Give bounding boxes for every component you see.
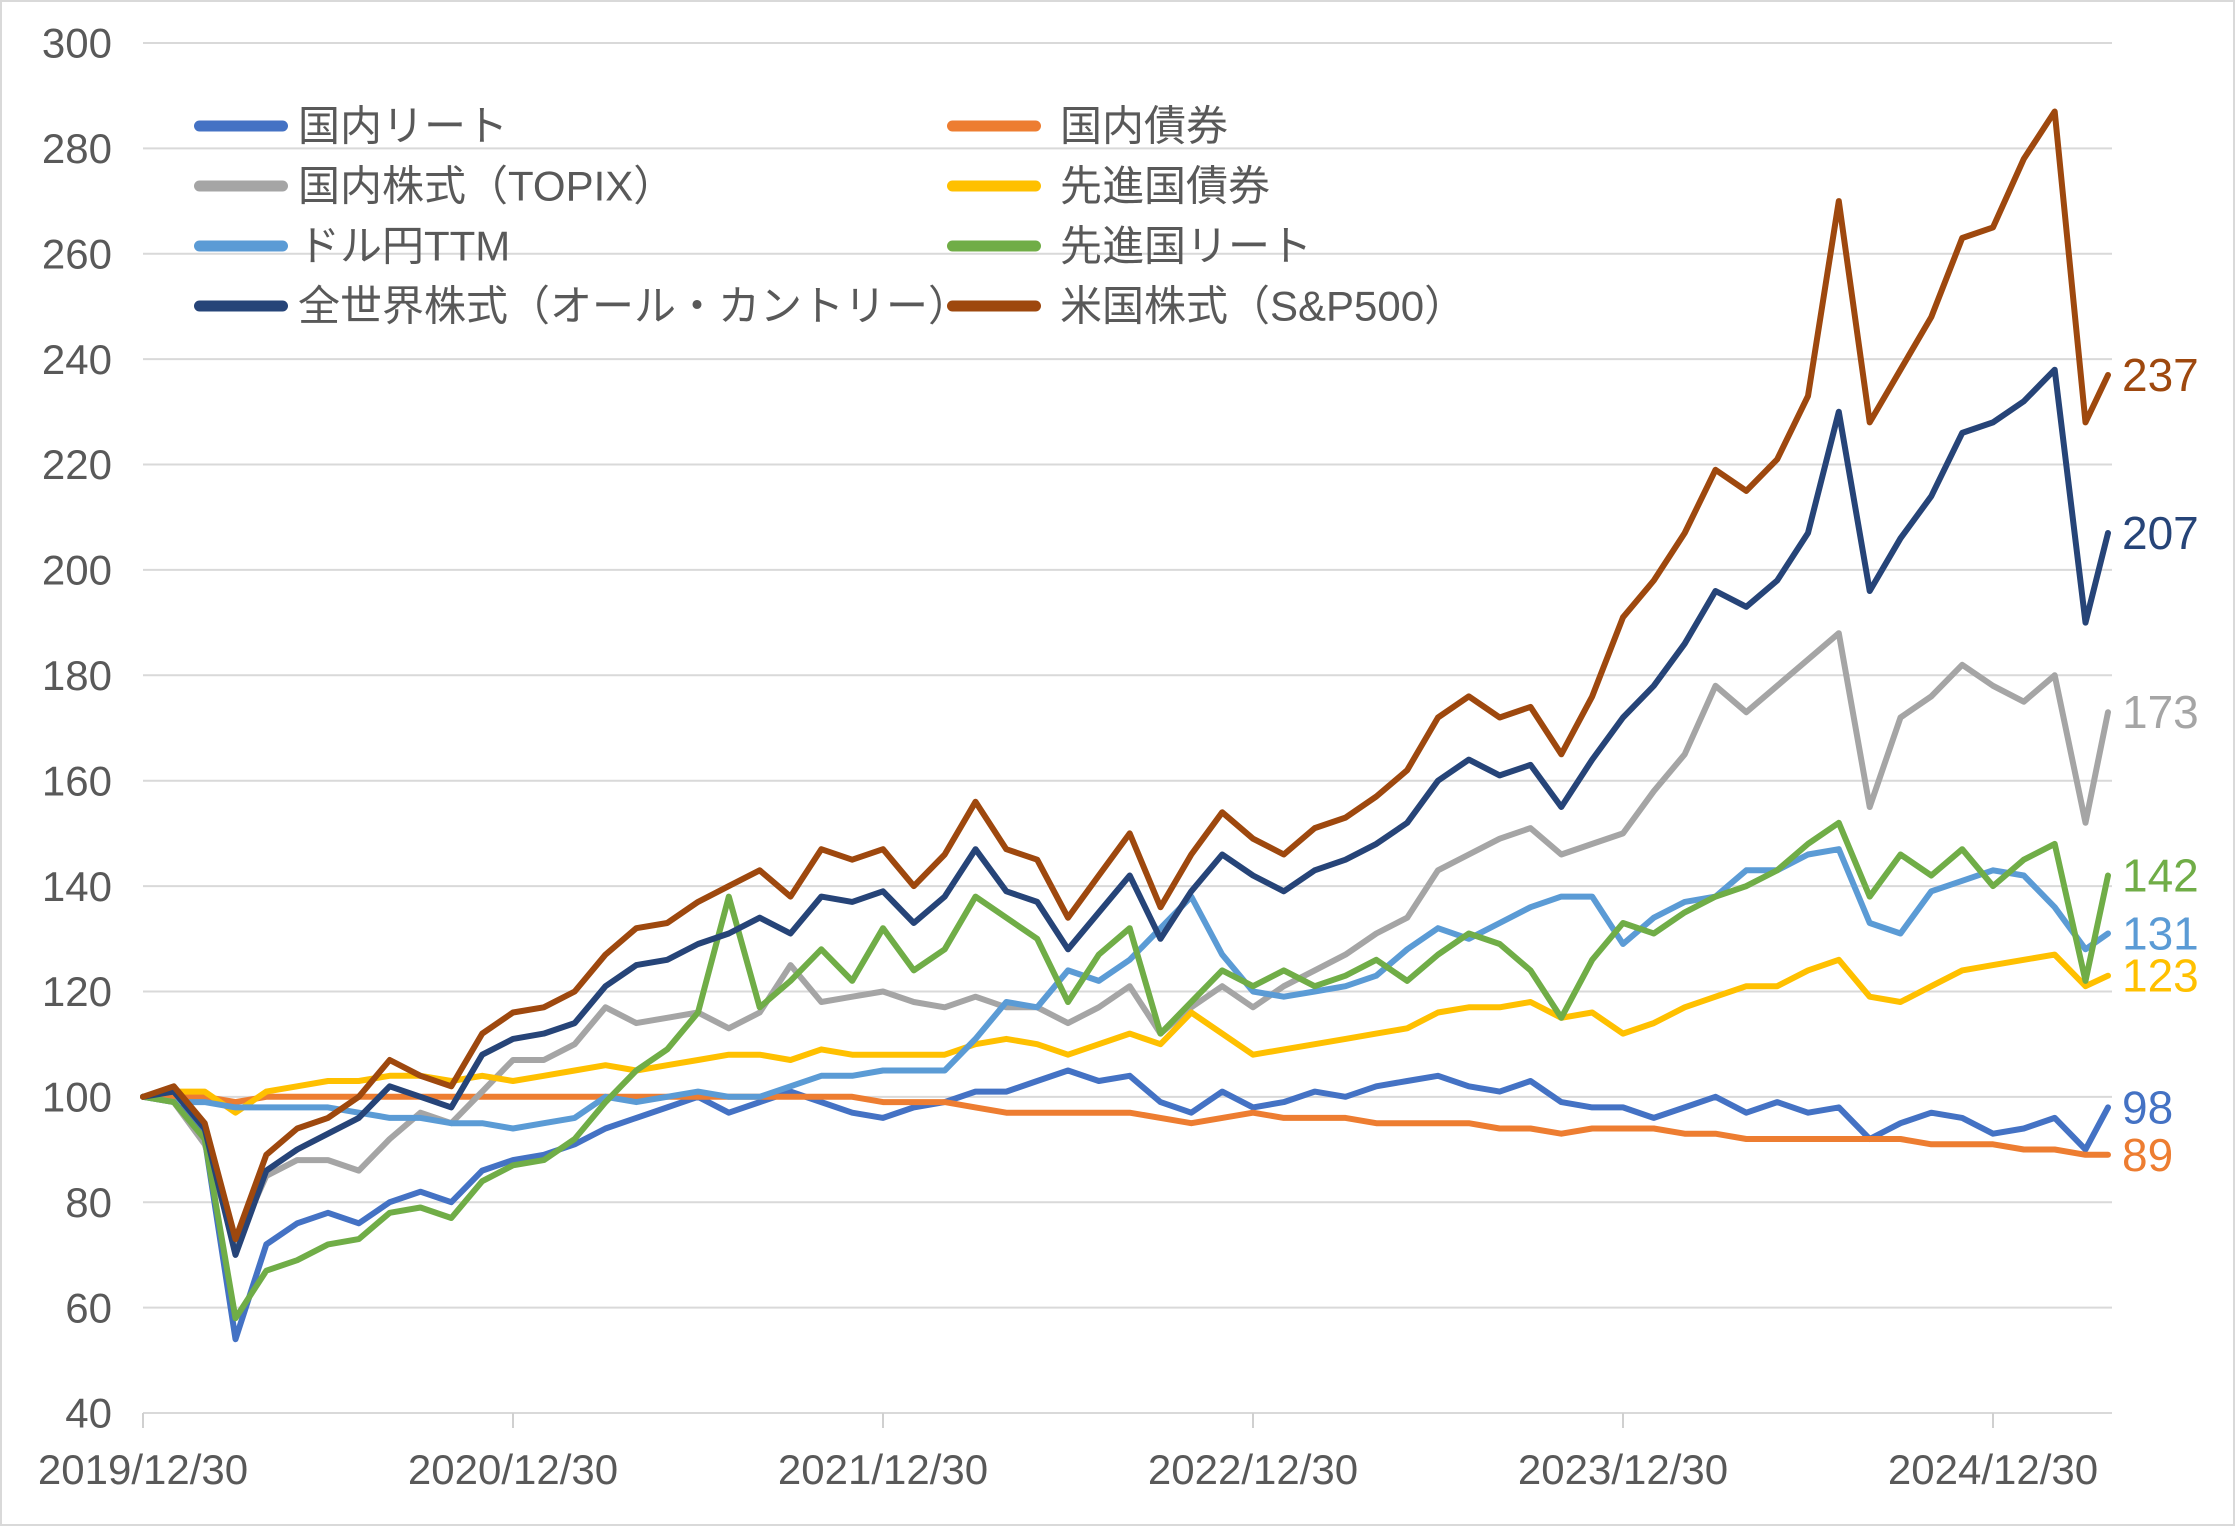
legend-label-acwi: 全世界株式（オール・カントリー） xyxy=(298,283,970,330)
y-tick-label: 260 xyxy=(42,230,112,277)
legend-item-domestic-bond: 国内債券 xyxy=(947,103,1228,150)
series-line-dm-reit xyxy=(140,819,2111,1322)
end-value-label-usdjpy-ttm: 131 xyxy=(2122,908,2199,960)
legend-label-dm-reit: 先進国リート xyxy=(1060,223,1312,270)
x-axis-tick-labels: 2019/12/30 2020/12/30 2021/12/30 2022/12/30… xyxy=(38,1413,2098,1493)
series-line-acwi xyxy=(140,366,2111,1258)
end-value-label-sp500: 237 xyxy=(2122,349,2199,401)
end-value-label-domestic-reit: 98 xyxy=(2122,1081,2173,1133)
legend-marker-topix xyxy=(194,180,288,192)
series-line-sp500 xyxy=(140,108,2111,1243)
end-value-label-topix: 173 xyxy=(2122,686,2199,738)
y-tick-label: 200 xyxy=(42,547,112,594)
legend-marker-dm-reit xyxy=(947,240,1041,252)
x-tick-label: 2021/12/30 xyxy=(778,1446,988,1493)
y-tick-label: 180 xyxy=(42,652,112,699)
y-tick-label: 280 xyxy=(42,125,112,172)
y-tick-label: 140 xyxy=(42,863,112,910)
series-line-domestic-reit xyxy=(140,1067,2111,1343)
legend-item-domestic-reit: 国内リート xyxy=(194,103,508,150)
legend-marker-sp500 xyxy=(947,300,1041,312)
legend-label-topix: 国内株式（TOPIX） xyxy=(298,163,675,210)
legend-item-dm-bond: 先進国債券 xyxy=(947,163,1270,210)
x-tick-label: 2023/12/30 xyxy=(1518,1446,1728,1493)
legend-label-usdjpy-ttm: ドル円TTM xyxy=(298,223,510,270)
series-line-topix xyxy=(140,630,2111,1248)
legend-item-dm-reit: 先進国リート xyxy=(947,223,1312,270)
legend-label-domestic-reit: 国内リート xyxy=(298,103,508,150)
legend-item-acwi: 全世界株式（オール・カントリー） xyxy=(194,283,970,330)
legend-marker-domestic-bond xyxy=(947,120,1041,132)
legend-item-usdjpy-ttm: ドル円TTM xyxy=(194,223,510,270)
end-value-label-dm-bond: 123 xyxy=(2122,950,2199,1002)
end-value-label-acwi: 207 xyxy=(2122,507,2199,559)
y-tick-label: 160 xyxy=(42,757,112,804)
legend-label-dm-bond: 先進国債券 xyxy=(1060,163,1270,210)
legend-marker-usdjpy-ttm xyxy=(194,240,288,252)
y-tick-label: 60 xyxy=(65,1284,112,1331)
x-tick-label: 2020/12/30 xyxy=(408,1446,618,1493)
legend-marker-dm-bond xyxy=(947,180,1041,192)
y-tick-label: 120 xyxy=(42,968,112,1015)
x-tick-label: 2022/12/30 xyxy=(1148,1446,1358,1493)
x-tick-label: 2019/12/30 xyxy=(38,1446,248,1493)
series-lines xyxy=(140,108,2111,1343)
end-value-label-domestic-bond: 89 xyxy=(2122,1129,2173,1181)
y-tick-label: 80 xyxy=(65,1179,112,1226)
legend-label-sp500: 米国株式（S&P500） xyxy=(1060,283,1466,330)
end-value-label-dm-reit: 142 xyxy=(2122,850,2199,902)
y-tick-label: 300 xyxy=(42,20,112,67)
y-axis-tick-labels: 300 280 260 240 220 200 180 160 140 120 100 80 60 40 xyxy=(42,20,112,1437)
series-line-domestic-bond xyxy=(140,1093,2111,1158)
y-tick-label: 40 xyxy=(65,1390,112,1437)
x-tick-label: 2024/12/30 xyxy=(1888,1446,2098,1493)
legend-item-sp500: 米国株式（S&P500） xyxy=(947,283,1466,330)
legend-item-topix: 国内株式（TOPIX） xyxy=(194,163,675,210)
legend-marker-domestic-reit xyxy=(194,120,288,132)
y-tick-label: 240 xyxy=(42,336,112,383)
legend-label-domestic-bond: 国内債券 xyxy=(1060,103,1228,150)
legend-marker-acwi xyxy=(194,300,288,312)
y-tick-label: 220 xyxy=(42,441,112,488)
y-tick-label: 100 xyxy=(42,1074,112,1121)
